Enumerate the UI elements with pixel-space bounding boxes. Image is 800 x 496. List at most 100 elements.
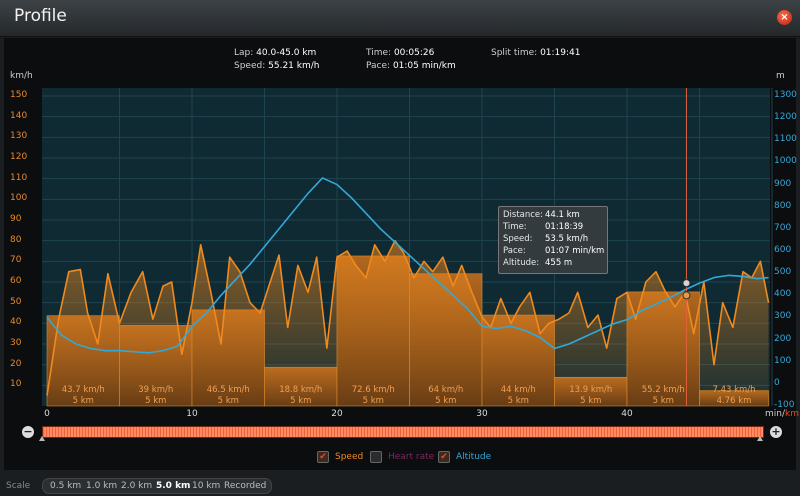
speed-line: [46, 239, 770, 396]
x-axis-unit: min/km: [765, 409, 799, 419]
split-info: Split time: 01:19:41: [491, 48, 580, 58]
lap-speed-label: 72.6 km/h: [352, 385, 395, 395]
left-tick-label: 150: [10, 90, 28, 100]
lap-speed-label: 18.8 km/h: [279, 385, 322, 395]
right-axis-unit: m: [776, 71, 785, 81]
left-tick-label: 140: [10, 110, 28, 121]
lap-speed-label: 64 km/h: [428, 385, 463, 395]
right-tick-label: 100: [774, 355, 792, 366]
scale-option[interactable]: 0.5 km: [50, 481, 82, 491]
lap-distance-label: 5 km: [218, 396, 239, 406]
time-value: 00:05:26: [393, 48, 435, 58]
right-tick-label: 300: [774, 311, 792, 322]
scale-option[interactable]: 10 km: [192, 481, 221, 491]
window-title: Profile: [14, 6, 67, 26]
speed-label: Speed:: [234, 61, 266, 71]
altitude-series: [46, 177, 769, 354]
left-tick-label: 30: [10, 338, 22, 348]
point-tooltip: Distance: 44.1 km Time: 01:18:39 Speed: …: [498, 206, 608, 274]
zoom-in-button[interactable]: +: [770, 425, 782, 438]
x-axis-unit-a: min/: [765, 409, 786, 419]
speed-value: 55.21 km/h: [268, 61, 320, 71]
tooltip-speed-label: Speed:: [503, 234, 533, 244]
left-tick-label: 60: [10, 276, 22, 286]
split-label: Split time:: [491, 48, 538, 58]
lap-info: Lap: 40.0-45.0 km: [234, 48, 316, 58]
tooltip-time-label: Time:: [503, 222, 527, 232]
range-slider[interactable]: [42, 426, 764, 438]
right-tick-label: -100: [774, 400, 795, 410]
right-tick-label: 1000: [774, 156, 797, 167]
range-end-handle[interactable]: [757, 436, 763, 441]
altitude-checkbox[interactable]: ✔: [438, 451, 450, 463]
left-tick-label: 80: [10, 234, 22, 245]
time-label: Time:: [366, 48, 392, 58]
title-bar: Profile ×: [0, 0, 800, 37]
left-tick-label: 40: [10, 317, 22, 328]
scale-selector: [42, 478, 272, 494]
right-tick-label: 900: [774, 178, 792, 189]
tooltip-distance-label: Distance:: [503, 210, 544, 220]
lap-speed-label: 46.5 km/h: [207, 385, 250, 395]
pace-label: Pace:: [366, 61, 391, 71]
altitude-line: [46, 177, 769, 354]
left-axis-unit: km/h: [10, 71, 33, 81]
tooltip-altitude-value: 455 m: [545, 258, 573, 268]
x-tick-label: 10: [186, 409, 198, 419]
altitude-legend-label: Altitude: [456, 452, 492, 462]
left-tick-label: 90: [10, 214, 22, 224]
cursor[interactable]: [682, 88, 691, 406]
speed-info: Speed: 55.21 km/h: [234, 61, 319, 71]
scale-option[interactable]: 5.0 km: [156, 481, 191, 491]
lap-distance-label: 4.76 km: [717, 396, 752, 406]
tooltip-speed-value: 53.5 km/h: [545, 234, 589, 244]
pace-value: 01:05 min/km: [392, 61, 456, 71]
lap-speed-label: 44 km/h: [501, 385, 536, 395]
scale-option[interactable]: 2.0 km: [121, 481, 153, 491]
lap-distance-label: 5 km: [145, 396, 166, 406]
lap-label: Lap:: [234, 48, 254, 58]
lap-speed-label: 55.2 km/h: [642, 385, 685, 395]
lap-distance-label: 5 km: [580, 396, 601, 406]
scale-option[interactable]: 1.0 km: [86, 481, 118, 491]
zoom-out-button[interactable]: −: [22, 425, 34, 438]
lap-speed-label: 13.9 km/h: [569, 385, 612, 395]
speed-series: [46, 239, 770, 406]
scale-option[interactable]: Recorded: [224, 481, 267, 491]
lap-speed-label: 7.43 km/h: [712, 385, 755, 395]
x-tick-label: 30: [476, 409, 488, 419]
speed-checkbox[interactable]: ✔: [317, 451, 329, 463]
cursor-speed-marker: [682, 291, 691, 300]
right-tick-label: 700: [774, 222, 792, 233]
lap-speed-label: 43.7 km/h: [62, 385, 105, 395]
x-tick-label: 0: [44, 409, 50, 419]
lap-speed-label: 39 km/h: [138, 385, 173, 395]
left-tick-label: 120: [10, 152, 28, 162]
x-tick-label: 40: [621, 409, 633, 419]
heart-rate-legend-label: Heart rate: [388, 452, 435, 462]
lap-distance-label: 5 km: [290, 396, 311, 406]
left-tick-label: 50: [10, 296, 22, 307]
lap-distance-label: 5 km: [653, 396, 674, 406]
range-start-handle[interactable]: [39, 436, 45, 441]
left-tick-label: 10: [10, 379, 22, 390]
heart-rate-checkbox[interactable]: ✔: [370, 451, 382, 463]
split-value: 01:19:41: [540, 48, 581, 58]
x-tick-label: 20: [331, 409, 343, 419]
right-tick-label: 400: [774, 289, 792, 300]
cursor-altitude-marker: [682, 279, 691, 288]
tooltip-pace-value: 01:07 min/km: [545, 246, 605, 256]
lap-distance-label: 5 km: [508, 396, 529, 406]
right-tick-label: 1200: [774, 112, 797, 123]
close-icon[interactable]: ×: [777, 10, 792, 25]
x-axis-unit-b: km: [785, 409, 799, 419]
speed-legend-label: Speed: [335, 452, 364, 462]
right-tick-label: 500: [774, 267, 792, 278]
lap-distance-label: 5 km: [363, 396, 384, 406]
left-tick-label: 70: [10, 255, 22, 266]
lap-value: 40.0-45.0 km: [256, 48, 317, 58]
left-tick-label: 130: [10, 131, 28, 142]
tooltip-pace-label: Pace:: [503, 246, 526, 256]
right-tick-label: 1300: [774, 90, 797, 100]
